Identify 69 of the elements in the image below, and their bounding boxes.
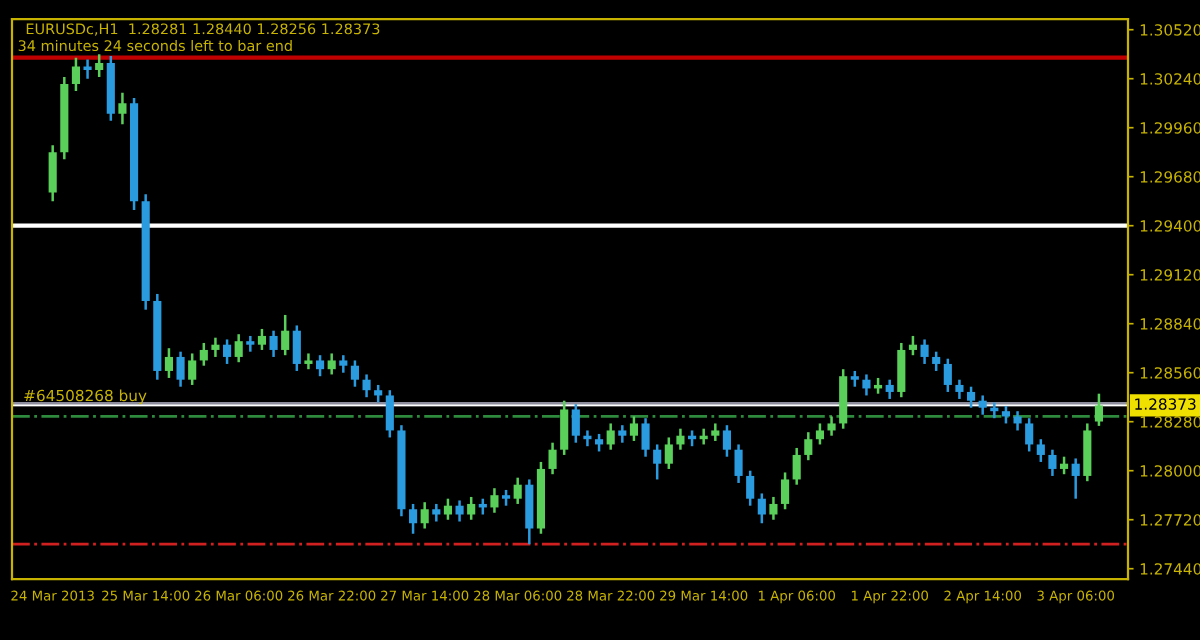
candlestick [48,143,57,203]
candlestick [211,336,220,359]
candlestick [839,367,848,430]
candlestick [490,486,499,514]
candlestick [897,341,906,399]
candlestick [653,443,662,481]
candlestick [734,443,743,485]
candlestick [292,324,301,373]
candlestick [606,422,615,451]
candlestick [467,495,476,521]
candlestick [71,56,81,93]
candlestick [1071,457,1080,500]
candlestick [676,427,685,451]
candlestick [315,353,325,378]
candlestick [443,497,453,521]
candlestick [350,359,360,388]
candlestick [513,476,522,506]
candlestick [804,430,813,462]
candlestick [281,313,290,357]
candlestick [257,327,267,352]
candlestick [83,58,92,80]
candlestick [188,352,197,387]
candlestick [815,422,825,446]
candlestick [1036,437,1045,464]
candlestick [304,352,313,371]
candlestick [118,91,127,126]
candlestick [955,378,964,401]
candlestick [908,334,918,357]
candlestick [978,394,987,416]
candlestick [932,350,941,373]
candlestick [966,385,976,409]
candlestick [199,341,208,367]
candlestick [222,338,232,366]
candlestick [269,329,278,359]
candlestick [746,469,755,507]
candlestick [885,378,894,401]
candlestick [408,502,418,535]
candlestick [164,346,174,380]
candlestick [583,429,592,448]
candlestick [780,471,790,511]
candlestick [1013,409,1022,432]
candlestick [1094,392,1104,428]
candlestick [792,446,801,486]
candlestick [95,52,104,79]
candlestick [862,373,871,397]
candlestick [920,338,929,366]
candlestick [362,373,371,399]
candlestick [455,499,464,523]
candlestick [1048,448,1057,478]
candlestick [629,415,639,443]
candlestick [234,332,243,364]
candlestick [827,415,836,437]
candlestick [943,357,952,394]
candlestick [571,402,580,444]
candlestick [385,388,394,439]
candlestick [176,350,185,388]
candlestick [641,416,650,458]
candlestick [769,495,778,521]
candlestick [525,478,534,546]
candlestick [420,500,429,530]
candlestick [722,423,732,458]
candlestick [246,334,255,353]
candlestick [1083,422,1092,483]
candlestick [548,441,557,476]
candlestick [664,436,673,471]
candlestick [327,352,336,376]
candlestick [757,492,766,525]
candlestick [1025,416,1034,453]
candlestick [560,399,569,457]
